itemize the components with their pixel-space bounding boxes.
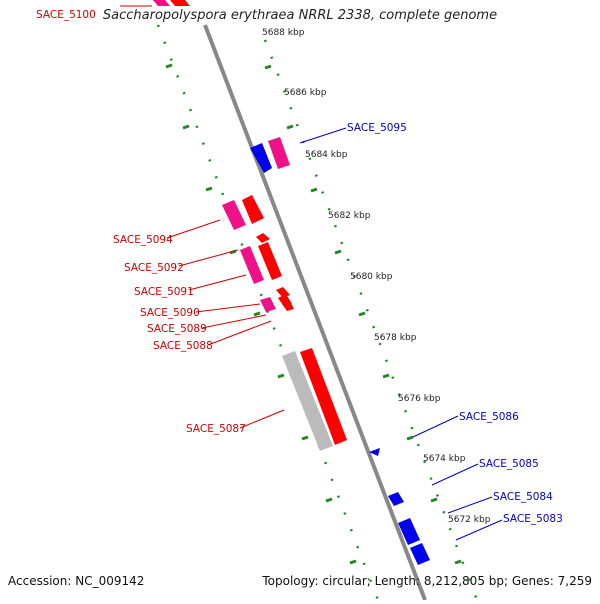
gene-feature-sace-5092-rna[interactable]: [240, 246, 264, 284]
forward-strand-features: [153, 0, 347, 451]
gene-feature-sace-5094[interactable]: [242, 195, 264, 224]
gene-label-sace-5100[interactable]: SACE_5100: [36, 9, 96, 21]
gene-label-sace-5083[interactable]: SACE_5083: [503, 513, 563, 525]
genome-stats-label: Topology: circular; Length: 8,212,805 bp…: [262, 574, 592, 588]
gene-feature-sace-5095-rna[interactable]: [268, 137, 290, 169]
gene-label-sace-5088[interactable]: SACE_5088: [153, 340, 213, 352]
gene-label-sace-5089[interactable]: SACE_5089: [147, 323, 207, 335]
gene-feature-sace-5087-rna[interactable]: [282, 351, 333, 451]
gene-feature-sace-5090-rna[interactable]: [260, 297, 276, 312]
gene-label-sace-5094[interactable]: SACE_5094: [113, 234, 173, 246]
tick-label: 5688 kbp: [262, 28, 305, 38]
tick-label: 5674 kbp: [423, 454, 466, 464]
tick-label: 5678 kbp: [374, 333, 417, 343]
tick-label: 5676 kbp: [398, 394, 441, 404]
tick-labels: 5688 kbp 5686 kbp 5684 kbp 5682 kbp 5680…: [262, 28, 491, 525]
genome-backbone: [203, 24, 427, 601]
major-ticks: [264, 64, 462, 565]
gene-feature-sace-5084[interactable]: [398, 518, 420, 545]
reverse-gene-labels: SACE_5095 SACE_5086 SACE_5085 SACE_5084 …: [347, 122, 563, 525]
gene-feature-sace-5092[interactable]: [258, 242, 282, 280]
gene-label-sace-5091[interactable]: SACE_5091: [134, 286, 194, 298]
genome-title: Saccharopolyspora erythraea NRRL 2338, c…: [102, 8, 498, 23]
tick-label: 5672 kbp: [448, 515, 491, 525]
gene-feature-sace-5085[interactable]: [388, 492, 404, 506]
gene-label-sace-5087[interactable]: SACE_5087: [186, 423, 246, 435]
forward-leader-lines: [120, 5, 285, 429]
gene-feature-sace-5100b[interactable]: [170, 0, 190, 6]
gene-feature-sace-5088[interactable]: [282, 301, 294, 311]
gene-label-sace-5085[interactable]: SACE_5085: [479, 458, 539, 470]
tick-label: 5684 kbp: [305, 150, 348, 160]
gene-label-sace-5084[interactable]: SACE_5084: [493, 491, 553, 503]
gene-feature-sace-5100[interactable]: [153, 0, 170, 6]
gene-feature-sace-5095[interactable]: [250, 143, 272, 173]
reverse-leader-lines: [299, 127, 503, 541]
accession-label: Accession: NC_009142: [8, 574, 145, 588]
gene-feature-sace-5094-rna[interactable]: [222, 200, 246, 230]
gene-feature-sace-5091[interactable]: [256, 233, 270, 243]
reverse-strand-features: [250, 137, 430, 565]
inner-dotted-ring: [156, 24, 380, 601]
gene-label-sace-5095[interactable]: SACE_5095: [347, 122, 407, 134]
tick-label: 5680 kbp: [350, 272, 393, 282]
gene-label-sace-5086[interactable]: SACE_5086: [459, 411, 519, 423]
gene-feature-sace-5083[interactable]: [410, 543, 430, 565]
gene-feature-sace-5087[interactable]: [300, 348, 347, 445]
tick-label: 5682 kbp: [328, 211, 371, 221]
gene-label-sace-5092[interactable]: SACE_5092: [124, 262, 184, 274]
gene-feature-sace-5086[interactable]: [369, 448, 380, 456]
major-ticks-inner: [165, 63, 357, 565]
forward-gene-labels: SACE_5100 SACE_5094 SACE_5092 SACE_5091 …: [36, 9, 246, 435]
gene-label-sace-5090[interactable]: SACE_5090: [140, 307, 200, 319]
tick-label: 5686 kbp: [284, 88, 327, 98]
